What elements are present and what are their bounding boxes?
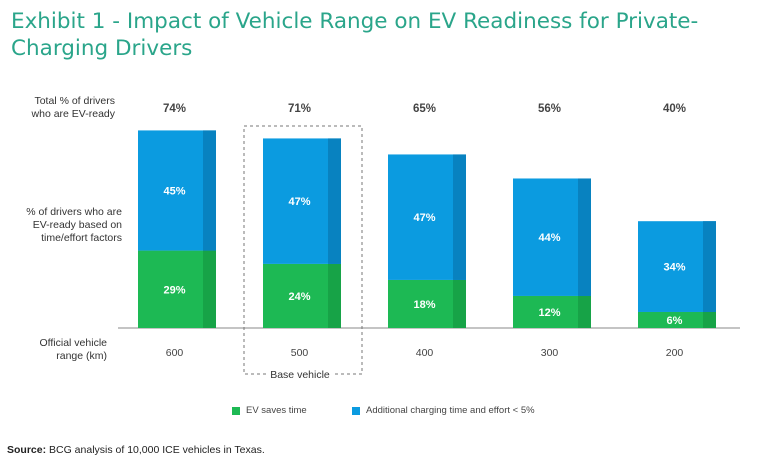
- data-label-saves-500: 24%: [288, 291, 310, 303]
- bar-saves-shade-600: [203, 250, 216, 328]
- bar-additional-shade-500: [328, 138, 341, 264]
- legend-saves-label: EV saves time: [246, 405, 307, 416]
- base-vehicle-label-bg: [266, 368, 334, 380]
- data-label-saves-600: 29%: [163, 284, 185, 296]
- total-row-label-line2: who are EV-ready: [31, 108, 115, 120]
- total-label-600: 74%: [163, 103, 186, 115]
- source-text: BCG analysis of 10,000 ICE vehicles in T…: [46, 444, 265, 456]
- bar-additional-shade-600: [203, 130, 216, 251]
- legend-additional-swatch: [352, 406, 360, 415]
- bar-saves-shade-300: [578, 295, 591, 328]
- total-row-label: Total % of drivers who are EV-ready: [0, 95, 115, 121]
- category-label-300: 300: [541, 347, 559, 359]
- total-label-400: 65%: [413, 103, 436, 115]
- total-label-200: 40%: [663, 103, 686, 115]
- bar-saves-shade-500: [328, 263, 341, 328]
- legend-saves: EV saves time: [232, 405, 307, 416]
- base-vehicle-label: Base vehicle: [270, 369, 330, 381]
- bar-additional-shade-200: [703, 221, 716, 312]
- total-label-500: 71%: [288, 103, 311, 115]
- segments-row-label-line3: time/effort factors: [41, 232, 122, 244]
- data-label-additional-500: 47%: [288, 196, 310, 208]
- category-label-400: 400: [416, 347, 434, 359]
- legend-saves-swatch: [232, 406, 240, 415]
- category-label-200: 200: [666, 347, 684, 359]
- legend-additional-label: Additional charging time and effort < 5%: [366, 405, 535, 416]
- bar-saves-shade-200: [703, 311, 716, 328]
- data-label-saves-400: 18%: [413, 299, 435, 311]
- bar-saves-200: [638, 311, 716, 328]
- category-label-600: 600: [166, 347, 184, 359]
- source-prefix: Source:: [7, 444, 47, 456]
- segments-row-label: % of drivers who are EV-ready based on t…: [2, 206, 122, 245]
- chart-title: Exhibit 1 - Impact of Vehicle Range on E…: [11, 9, 699, 61]
- data-label-additional-600: 45%: [163, 185, 185, 197]
- base-vehicle-highlight-box: [243, 125, 363, 375]
- legend-additional: Additional charging time and effort < 5%: [352, 405, 535, 416]
- total-label-300: 56%: [538, 103, 561, 115]
- range-row-label-line1: Official vehicle: [39, 337, 107, 349]
- data-label-additional-400: 47%: [413, 212, 435, 224]
- segments-row-label-line2: EV-ready based on: [32, 219, 122, 231]
- stacked-bar-chart: 29% 45% 74% 600 24% 47% 71% 500 18% 47% 65% 400 12% 4…: [118, 103, 740, 381]
- bar-additional-shade-300: [578, 178, 591, 296]
- segments-row-label-line1: % of drivers who are: [26, 206, 122, 218]
- data-label-saves-200: 6%: [667, 315, 683, 327]
- data-label-saves-300: 12%: [538, 307, 560, 319]
- source-note: Source: BCG analysis of 10,000 ICE vehic…: [7, 444, 265, 456]
- range-row-label: Official vehicle range (km): [0, 337, 107, 363]
- category-label-500: 500: [291, 347, 309, 359]
- range-row-label-line2: range (km): [56, 350, 107, 362]
- data-label-additional-300: 44%: [538, 232, 560, 244]
- total-row-label-line1: Total % of drivers: [34, 95, 115, 107]
- bar-saves-shade-400: [453, 279, 466, 328]
- data-label-additional-200: 34%: [663, 262, 685, 274]
- bar-additional-shade-400: [453, 154, 466, 280]
